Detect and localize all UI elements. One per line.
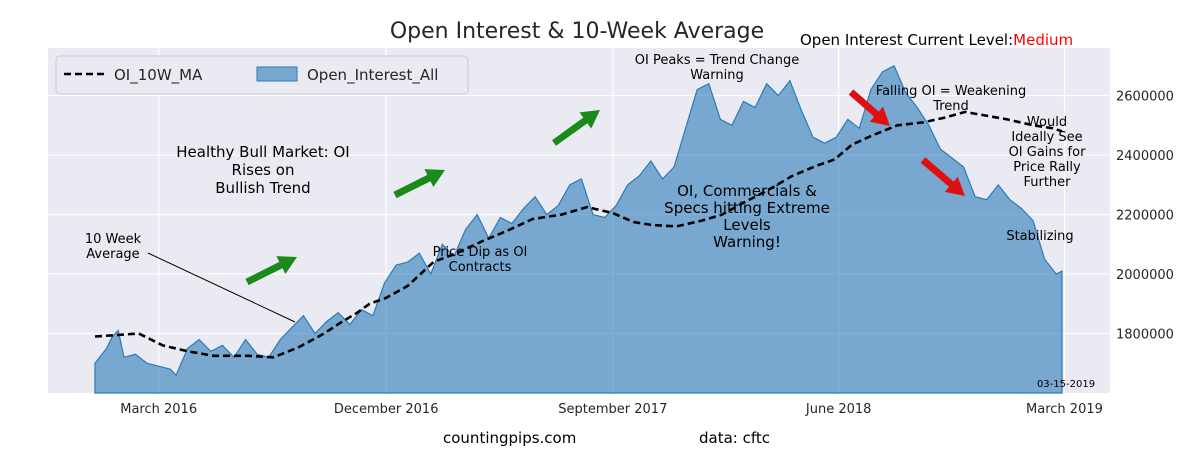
annotation-line: Would: [1027, 115, 1067, 130]
x-tick-label: September 2017: [558, 402, 667, 417]
footer-source: data: cftc: [699, 429, 770, 447]
annotation-line: Average: [86, 247, 139, 262]
annotation-would-see: Would Ideally See OI Gains for Price Rally F…: [1009, 115, 1087, 190]
y-tick-label: 2200000: [1116, 209, 1174, 224]
annotation-line: Specs hitting Extreme: [664, 199, 830, 217]
area-open-interest: [94, 64, 1063, 394]
y-tick-label: 2600000: [1116, 90, 1174, 105]
arrow-up-3: [552, 110, 600, 146]
annotation-date-stamp: 03-15-2019: [1037, 379, 1095, 390]
status-text: Open Interest Current Level:Medium: [800, 31, 1073, 49]
annotation-line: 03-15-2019: [1037, 379, 1095, 390]
annotation-line: Trend: [932, 99, 969, 114]
annotation-line: Bullish Trend: [215, 179, 310, 197]
footer-site: countingpips.com: [443, 429, 576, 447]
pointer-10-week: [147, 252, 296, 323]
annotation-price-dip: Price Dip as OI Contracts: [433, 245, 528, 275]
annotations: Healthy Bull Market: OI Rises on Bullish T…: [85, 53, 1095, 390]
annotation-line: Warning: [690, 68, 743, 83]
line-oi-10w-ma: [94, 110, 1063, 359]
arrow-down-4: [848, 89, 890, 126]
annotation-line: Price Dip as OI: [433, 245, 528, 260]
trend-arrows: [245, 89, 965, 286]
x-tick-label: June 2018: [805, 402, 872, 417]
annotation-line: Price Rally: [1013, 160, 1081, 175]
annotation-oi-extreme: OI, Commercials & Specs hitting Extreme Le…: [664, 182, 830, 251]
y-tick-label: 1800000: [1116, 328, 1174, 343]
x-tick-label: March 2016: [120, 402, 197, 417]
chart-title: Open Interest & 10-Week Average: [390, 19, 764, 44]
legend-label-oi: Open_Interest_All: [307, 66, 438, 85]
annotation-stabilizing: Stabilizing: [1006, 229, 1073, 244]
annotation-line: OI Gains for: [1009, 145, 1087, 160]
annotation-oi-peaks: OI Peaks = Trend Change Warning: [635, 53, 799, 83]
annotation-falling-oi: Falling OI = Weakening Trend: [876, 84, 1026, 114]
legend-label-ma: OI_10W_MA: [114, 66, 203, 85]
annotation-line: Rises on: [232, 161, 295, 179]
x-tick-label: December 2016: [334, 402, 439, 417]
arrow-up-2: [393, 169, 445, 199]
annotation-line: 10 Week: [85, 232, 142, 247]
annotation-line: OI, Commercials &: [677, 182, 817, 200]
x-axis-ticks: March 2016 December 2016 September 2017 Jun…: [120, 402, 1103, 417]
annotation-line: Ideally See: [1011, 130, 1082, 145]
status-value: Medium: [1013, 31, 1073, 49]
arrow-up-1: [245, 256, 297, 286]
annotation-line: Healthy Bull Market: OI: [176, 143, 349, 161]
annotation-line: Falling OI = Weakening: [876, 84, 1026, 99]
arrow-down-5: [920, 157, 965, 196]
y-axis-ticks: 1800000 2000000 2200000 2400000 2600000: [1116, 90, 1174, 343]
status-label: Open Interest Current Level:: [800, 31, 1013, 49]
y-tick-label: 2000000: [1116, 268, 1174, 283]
legend-swatch-oi: [256, 66, 298, 82]
annotation-line: Levels: [723, 216, 771, 234]
annotation-line: Stabilizing: [1006, 229, 1073, 244]
legend: OI_10W_MA Open_Interest_All: [55, 55, 469, 95]
annotation-ten-week: 10 Week Average: [85, 232, 142, 262]
y-tick-label: 2400000: [1116, 149, 1174, 164]
annotation-line: Warning!: [713, 233, 781, 251]
annotation-healthy-bull: Healthy Bull Market: OI Rises on Bullish T…: [176, 143, 349, 197]
x-tick-label: March 2019: [1026, 402, 1103, 417]
annotation-line: Contracts: [449, 260, 512, 275]
annotation-line: OI Peaks = Trend Change: [635, 53, 799, 68]
annotation-line: Further: [1023, 175, 1071, 190]
